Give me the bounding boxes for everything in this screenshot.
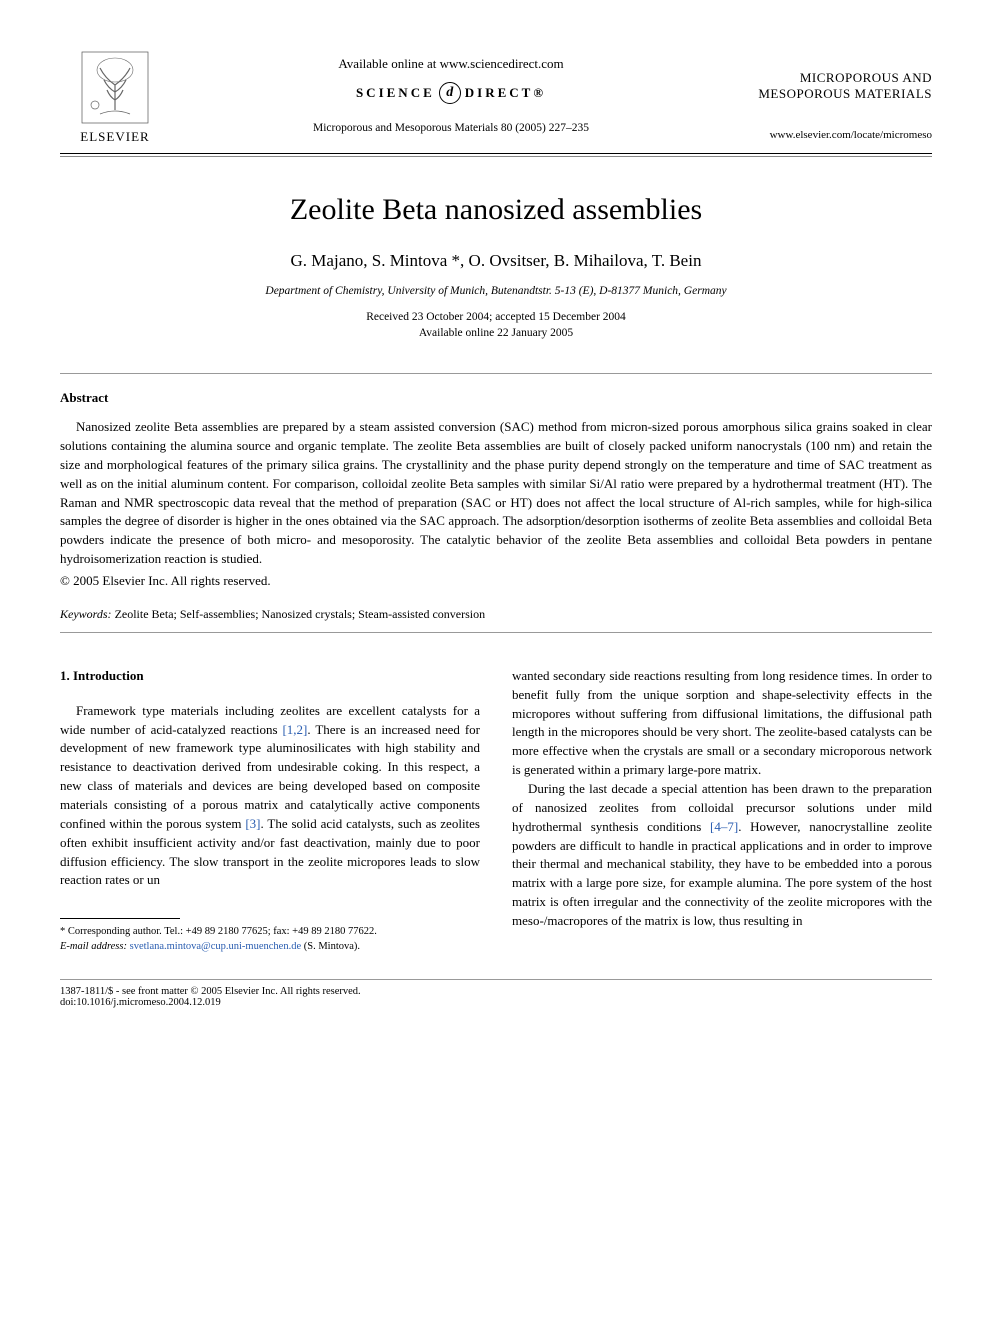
keywords-label: Keywords:: [60, 607, 112, 621]
footer-left: 1387-1811/$ - see front matter © 2005 El…: [60, 986, 361, 1008]
available-date: Available online 22 January 2005: [60, 325, 932, 341]
abstract-copyright: © 2005 Elsevier Inc. All rights reserved…: [60, 573, 932, 589]
journal-block: MICROPOROUS AND MESOPOROUS MATERIALS www…: [732, 50, 932, 141]
citation-line: Microporous and Mesoporous Materials 80 …: [170, 122, 732, 134]
keywords-line: Keywords: Zeolite Beta; Self-assemblies;…: [60, 607, 932, 622]
elsevier-tree-logo: [80, 50, 150, 125]
doi-line: doi:10.1016/j.micromeso.2004.12.019: [60, 997, 361, 1008]
journal-name-line2: MESOPOROUS MATERIALS: [732, 86, 932, 102]
sciencedirect-right: DIRECT®: [465, 85, 546, 101]
header-center: Available online at www.sciencedirect.co…: [170, 50, 732, 134]
journal-name-line1: MICROPOROUS AND: [732, 70, 932, 86]
sciencedirect-logo: SCIENCE d DIRECT®: [356, 82, 546, 104]
email-label: E-mail address:: [60, 941, 127, 952]
intro-paragraph-1-cont: wanted secondary side reactions resultin…: [512, 667, 932, 780]
publisher-name: ELSEVIER: [80, 129, 149, 145]
abstract-bottom-rule: [60, 632, 932, 633]
abstract-heading: Abstract: [60, 390, 932, 406]
email-suffix: (S. Mintova).: [301, 941, 360, 952]
ref-link-1-2[interactable]: [1,2]: [282, 722, 307, 737]
abstract-body: Nanosized zeolite Beta assemblies are pr…: [60, 418, 932, 569]
ref-link-3[interactable]: [3]: [245, 816, 260, 831]
footer-info: 1387-1811/$ - see front matter © 2005 El…: [60, 986, 932, 1008]
article-title: Zeolite Beta nanosized assemblies: [60, 193, 932, 227]
header-rule-thick: [60, 153, 932, 154]
affiliation: Department of Chemistry, University of M…: [60, 285, 932, 297]
footer-rule: [60, 979, 932, 980]
available-online-text: Available online at www.sciencedirect.co…: [170, 56, 732, 72]
corresponding-author-footnote: * Corresponding author. Tel.: +49 89 218…: [60, 925, 480, 954]
email-line: E-mail address: svetlana.mintova@cup.uni…: [60, 940, 480, 955]
sciencedirect-left: SCIENCE: [356, 85, 435, 101]
corresponding-text: * Corresponding author. Tel.: +49 89 218…: [60, 925, 480, 940]
journal-url: www.elsevier.com/locate/micromeso: [732, 129, 932, 141]
body-columns: 1. Introduction Framework type materials…: [60, 667, 932, 955]
publisher-block: ELSEVIER: [60, 50, 170, 145]
corresponding-email-link[interactable]: svetlana.mintova@cup.uni-muenchen.de: [130, 941, 302, 952]
intro-text-2b: . However, nanocrystalline zeolite powde…: [512, 819, 932, 928]
received-date: Received 23 October 2004; accepted 15 De…: [60, 309, 932, 325]
journal-header: ELSEVIER Available online at www.science…: [60, 50, 932, 145]
introduction-heading: 1. Introduction: [60, 667, 480, 686]
footnote-rule: [60, 918, 180, 919]
intro-text-1b: . There is an increased need for develop…: [60, 722, 480, 831]
header-rule-thin: [60, 156, 932, 157]
author-list: G. Majano, S. Mintova *, O. Ovsitser, B.…: [60, 251, 932, 271]
issn-line: 1387-1811/$ - see front matter © 2005 El…: [60, 986, 361, 997]
abstract-top-rule: [60, 373, 932, 374]
intro-paragraph-1: Framework type materials including zeoli…: [60, 702, 480, 890]
article-dates: Received 23 October 2004; accepted 15 De…: [60, 309, 932, 341]
sciencedirect-d-icon: d: [439, 82, 461, 104]
intro-paragraph-2: During the last decade a special attenti…: [512, 780, 932, 931]
ref-link-4-7[interactable]: [4–7]: [710, 819, 738, 834]
left-column: 1. Introduction Framework type materials…: [60, 667, 480, 955]
right-column: wanted secondary side reactions resultin…: [512, 667, 932, 955]
keywords-text: Zeolite Beta; Self-assemblies; Nanosized…: [112, 607, 486, 621]
